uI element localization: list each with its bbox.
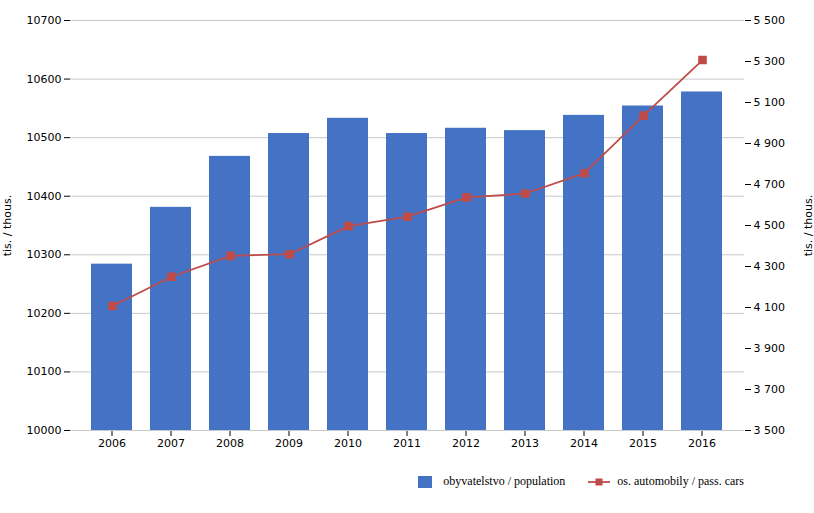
svg-text:2014: 2014 xyxy=(570,437,598,450)
svg-text:4 100: 4 100 xyxy=(754,301,786,314)
svg-text:10700: 10700 xyxy=(27,14,62,27)
svg-text:2016: 2016 xyxy=(688,437,716,450)
svg-text:2006: 2006 xyxy=(98,437,126,450)
svg-text:2009: 2009 xyxy=(275,437,303,450)
svg-text:4 900: 4 900 xyxy=(754,137,786,150)
svg-text:10100: 10100 xyxy=(27,365,62,378)
svg-text:2008: 2008 xyxy=(216,437,244,450)
svg-text:2010: 2010 xyxy=(334,437,362,450)
html-text:os. automobily / pass. cars: os. automobily / pass. cars xyxy=(617,474,744,488)
svg-text:3 700: 3 700 xyxy=(754,383,786,396)
svg-text:tis. / thous.: tis. / thous. xyxy=(802,195,814,257)
svg-text:3 900: 3 900 xyxy=(754,342,786,355)
svg-text:4 300: 4 300 xyxy=(754,260,786,273)
svg-text:3 500: 3 500 xyxy=(754,424,786,437)
svg-text:5 100: 5 100 xyxy=(754,96,786,109)
svg-text:10300: 10300 xyxy=(27,248,62,261)
svg-text:10200: 10200 xyxy=(27,307,62,320)
svg-text:2007: 2007 xyxy=(157,437,185,450)
svg-text:10000: 10000 xyxy=(27,424,62,437)
svg-text:4 700: 4 700 xyxy=(754,178,786,191)
svg-text:10500: 10500 xyxy=(27,131,62,144)
svg-text:2013: 2013 xyxy=(511,437,539,450)
svg-text:10600: 10600 xyxy=(27,73,62,86)
svg-text:2011: 2011 xyxy=(393,437,421,450)
svg-text:2012: 2012 xyxy=(452,437,480,450)
svg-text:tis. / thous.: tis. / thous. xyxy=(1,195,14,257)
svg-text:5 300: 5 300 xyxy=(754,55,786,68)
html-text:obyvatelstvo / population: obyvatelstvo / population xyxy=(443,474,566,488)
svg-text:5 500: 5 500 xyxy=(754,14,786,27)
svg-text:4 500: 4 500 xyxy=(754,219,786,232)
svg-text:2015: 2015 xyxy=(629,437,657,450)
svg-text:10400: 10400 xyxy=(27,190,62,203)
